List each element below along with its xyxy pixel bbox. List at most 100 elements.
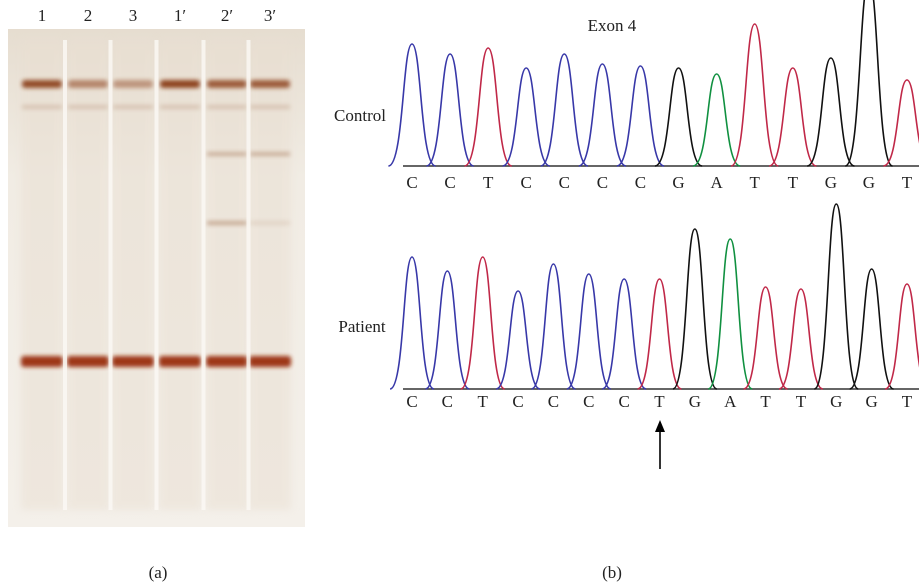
band-faint <box>207 105 247 109</box>
base-letter: C <box>618 392 629 411</box>
peak <box>844 0 894 167</box>
lane-smear <box>249 40 291 510</box>
band-faint <box>22 105 62 109</box>
peak <box>884 283 919 390</box>
base-letter: A <box>710 173 723 192</box>
peak <box>616 65 665 167</box>
band-extra <box>207 221 247 225</box>
base-letter: C <box>406 392 417 411</box>
lane-gap <box>63 40 67 510</box>
panel-a-label: (a) <box>149 563 168 582</box>
base-letter: G <box>672 173 684 192</box>
peak <box>883 79 919 167</box>
lane-gap <box>108 40 113 510</box>
lane-labels: 1 2 3 1′ 2′ 3′ <box>38 6 276 25</box>
base-letter: G <box>689 392 701 411</box>
peak <box>601 278 647 390</box>
peak <box>743 286 788 390</box>
peak <box>692 73 741 167</box>
lane-gap <box>154 40 159 510</box>
base-letter: T <box>902 173 913 192</box>
base-letter: G <box>830 392 842 411</box>
band-lower <box>159 356 201 367</box>
peak <box>730 23 779 167</box>
peak <box>768 67 817 167</box>
peak <box>707 238 753 390</box>
band-lower <box>67 356 109 367</box>
base-letter: C <box>406 173 417 192</box>
gel-image <box>8 29 305 527</box>
base-letter: C <box>444 173 455 192</box>
peak <box>806 57 855 167</box>
base-letter: C <box>548 392 559 411</box>
lane-label: 2 <box>84 6 93 25</box>
base-letter: C <box>559 173 570 192</box>
base-letter: C <box>597 173 608 192</box>
peak <box>426 53 475 167</box>
lane-smear <box>21 40 63 510</box>
lane-label: 1′ <box>174 6 186 25</box>
band-extra <box>250 221 290 225</box>
lane-label: 3 <box>129 6 138 25</box>
band-upper <box>250 80 290 88</box>
base-letter: C <box>583 392 594 411</box>
peak <box>778 288 824 390</box>
band-lower <box>249 356 291 367</box>
band-faint <box>113 105 153 109</box>
exon-title: Exon 4 <box>588 16 637 35</box>
lane-gap <box>246 40 251 510</box>
peak <box>578 63 627 167</box>
lane-smear <box>206 40 248 510</box>
base-letter: T <box>654 392 665 411</box>
patient-label: Patient <box>338 317 385 336</box>
peak <box>637 278 682 390</box>
lane-label: 2′ <box>221 6 233 25</box>
base-letter: C <box>442 392 453 411</box>
band-faint <box>160 105 200 109</box>
peak <box>531 263 576 390</box>
peak <box>566 273 612 390</box>
base-letter: C <box>521 173 532 192</box>
band-lower <box>21 356 63 367</box>
base-letter: G <box>825 173 837 192</box>
base-letter: C <box>512 392 523 411</box>
control-label: Control <box>334 106 386 125</box>
peak <box>672 228 718 390</box>
peak <box>540 53 589 167</box>
band-upper <box>22 80 62 88</box>
lane-smear <box>112 40 154 510</box>
band-extra <box>207 152 247 156</box>
base-letter: A <box>724 392 737 411</box>
base-letter: T <box>902 392 913 411</box>
peak <box>813 203 859 390</box>
peak <box>389 256 435 390</box>
base-letter: T <box>788 173 799 192</box>
peak <box>495 290 541 390</box>
band-upper <box>207 80 247 88</box>
base-letter: G <box>866 392 878 411</box>
band-lower <box>112 356 154 367</box>
arrow-head <box>655 420 665 432</box>
lane-label: 1 <box>38 6 47 25</box>
lane-smear <box>67 40 109 510</box>
band-extra <box>250 152 290 156</box>
peak <box>388 43 436 167</box>
base-letter: T <box>483 173 494 192</box>
peak <box>849 268 894 390</box>
base-letter: G <box>863 173 875 192</box>
peak <box>460 256 506 390</box>
peak <box>425 270 470 390</box>
peak <box>654 67 703 167</box>
lane-label: 3′ <box>264 6 276 25</box>
band-lower <box>206 356 248 367</box>
lane-smear <box>159 40 201 510</box>
band-upper <box>113 80 153 88</box>
lane-gap <box>201 40 206 510</box>
base-letter: C <box>635 173 646 192</box>
band-faint <box>68 105 108 109</box>
peak <box>464 47 513 167</box>
panel-b-label: (b) <box>602 563 622 582</box>
band-upper <box>160 80 200 88</box>
base-letter: T <box>478 392 489 411</box>
